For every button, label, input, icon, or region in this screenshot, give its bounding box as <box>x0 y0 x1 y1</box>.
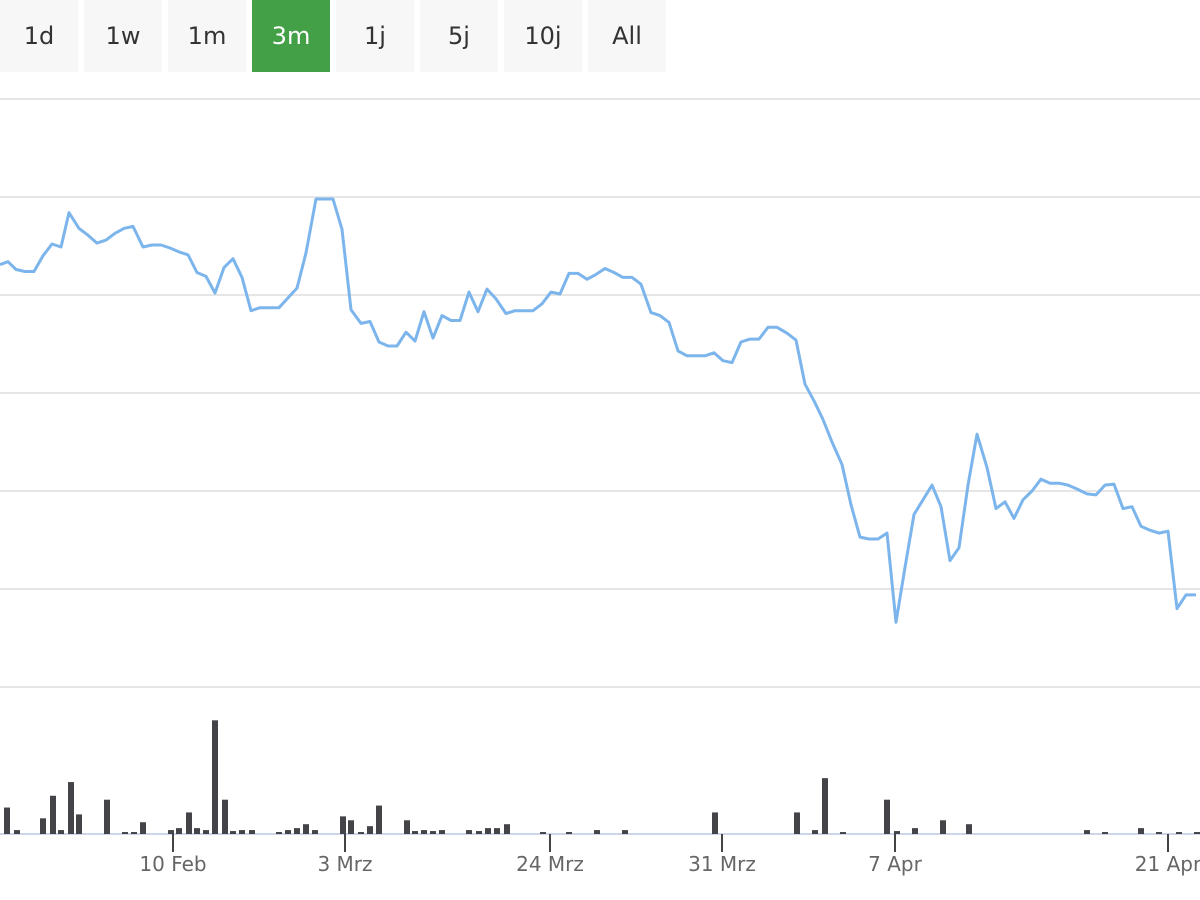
volume-bar <box>203 830 209 834</box>
volume-bar <box>884 799 890 834</box>
volume-bar <box>312 830 318 834</box>
range-button[interactable]: 5j <box>420 0 498 72</box>
volume-bar <box>348 820 354 834</box>
range-button[interactable]: 1m <box>168 0 246 72</box>
volume-bar <box>14 830 20 834</box>
volume-bar <box>894 831 900 834</box>
range-button[interactable]: 3m <box>252 0 330 72</box>
volume-bar <box>376 805 382 834</box>
volume-bar <box>412 831 418 834</box>
volume-bar <box>476 831 482 834</box>
volume-bar <box>494 828 500 834</box>
volume-bar <box>566 832 572 834</box>
volume-bar <box>840 832 846 834</box>
volume-bar <box>294 828 300 834</box>
volume-bar <box>594 830 600 834</box>
volume-bar <box>404 820 410 834</box>
volume-bar <box>1156 832 1162 834</box>
volume-bar <box>4 807 10 834</box>
x-tick-label: 21 Apr <box>1135 852 1200 876</box>
range-button[interactable]: 1j <box>336 0 414 72</box>
volume-bar <box>912 828 918 834</box>
x-tick-label: 3 Mrz <box>317 852 372 876</box>
volume-bar <box>712 812 718 834</box>
volume-bar <box>504 824 510 834</box>
range-button[interactable]: 1w <box>84 0 162 72</box>
volume-bar <box>186 812 192 834</box>
volume-bar <box>303 824 309 834</box>
volume-bar <box>940 820 946 834</box>
volume-bar <box>485 828 491 834</box>
range-button[interactable]: 10j <box>504 0 582 72</box>
volume-bar <box>421 830 427 834</box>
volume-bar <box>430 831 436 834</box>
volume-bar <box>168 830 174 834</box>
range-button[interactable]: 1d <box>0 0 78 72</box>
volume-bar <box>50 795 56 834</box>
volume-bar <box>1084 830 1090 834</box>
volume-bar <box>68 782 74 834</box>
volume-bar <box>285 830 291 834</box>
volume-bar <box>1194 832 1200 834</box>
volume-bar <box>176 828 182 834</box>
volume-bar <box>131 832 137 834</box>
volume-bar <box>966 824 972 834</box>
volume-bar <box>249 830 255 834</box>
volume-bar <box>812 830 818 834</box>
x-tick-label: 31 Mrz <box>688 852 756 876</box>
volume-bar <box>104 799 110 834</box>
volume-bar <box>58 830 64 834</box>
volume-bar <box>239 830 245 834</box>
volume-bar <box>122 832 128 834</box>
volume-bar <box>622 830 628 834</box>
volume-bar <box>1102 832 1108 834</box>
volume-bar <box>140 822 146 834</box>
volume-bar <box>40 818 46 834</box>
volume-bar <box>794 812 800 834</box>
volume-bar <box>76 814 82 834</box>
volume-bar <box>276 832 282 834</box>
volume-bar <box>358 832 364 834</box>
volume-bar <box>822 778 828 834</box>
volume-bar <box>1176 832 1182 834</box>
volume-bar <box>212 720 218 834</box>
range-button[interactable]: All <box>588 0 666 72</box>
volume-bar <box>230 831 236 834</box>
volume-bar <box>540 832 546 834</box>
volume-bar <box>1138 828 1144 834</box>
price-line <box>0 197 1196 624</box>
volume-bar <box>466 830 472 834</box>
volume-bar <box>194 828 200 834</box>
volume-bar <box>340 816 346 834</box>
x-tick-label: 24 Mrz <box>516 852 584 876</box>
volume-bar <box>222 799 228 834</box>
x-tick-label: 7 Apr <box>868 852 922 876</box>
x-tick-label: 10 Feb <box>139 852 206 876</box>
volume-bar <box>367 826 373 834</box>
volume-bar <box>439 830 445 834</box>
